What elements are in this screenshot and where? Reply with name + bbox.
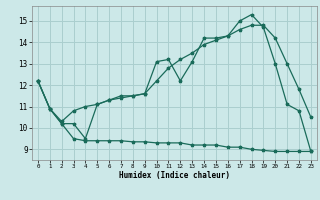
- X-axis label: Humidex (Indice chaleur): Humidex (Indice chaleur): [119, 171, 230, 180]
